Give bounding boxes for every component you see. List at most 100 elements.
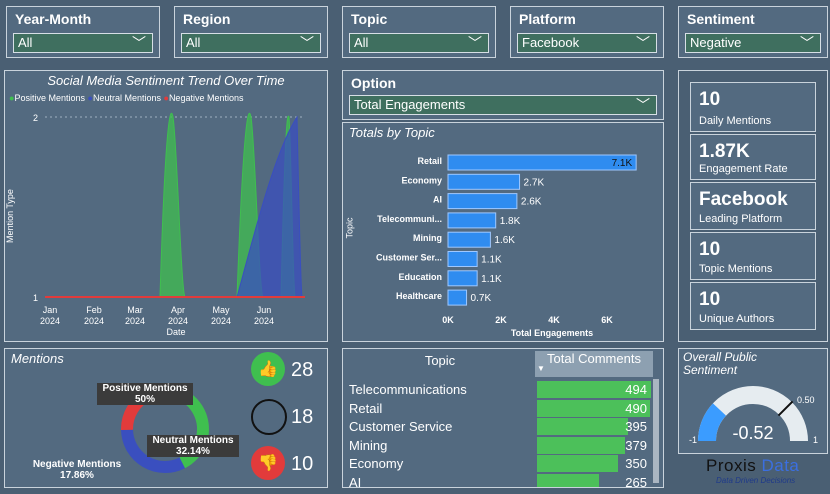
bar[interactable] (447, 212, 497, 229)
table-row[interactable]: AI 265 (347, 473, 651, 488)
kpi-value: Facebook (699, 189, 788, 210)
neutral-area (236, 115, 303, 298)
kpi-topic-mentions: 10 Topic Mentions (690, 232, 816, 280)
table-row[interactable]: Economy 350 (347, 455, 651, 473)
bar[interactable] (447, 289, 468, 306)
kpi-value: 10 (699, 239, 721, 260)
x-axis-label: Date (166, 327, 185, 337)
category-label: Retail (417, 156, 442, 166)
bar[interactable] (447, 231, 491, 248)
data-label: 7.1K (612, 158, 633, 169)
xtick-month: May (212, 305, 230, 315)
neutral-callout: Neutral Mentions 32.14% (147, 435, 239, 457)
option-dropdown[interactable]: Total Engagements ﹀ (349, 95, 657, 115)
slicer-topic: Topic All ﹀ (342, 6, 496, 58)
table-row[interactable]: Customer Service 395 (347, 418, 651, 436)
kpi-daily-mentions: 10 Daily Mentions (690, 82, 816, 132)
row-topic: Mining (349, 437, 388, 453)
dropdown-value: Negative (690, 35, 742, 50)
kpi-label: Daily Mentions (699, 115, 772, 127)
data-label: 1.1K (481, 274, 502, 285)
year-month-dropdown[interactable]: All ﹀ (13, 33, 153, 53)
platform-dropdown[interactable]: Facebook ﹀ (517, 33, 657, 53)
row-topic: Retail (349, 400, 383, 416)
chevron-down-icon: ﹀ (132, 35, 146, 51)
thumbs-up-icon: 👍 (251, 352, 285, 386)
bar[interactable] (447, 251, 478, 267)
bar[interactable] (447, 270, 478, 287)
value-bar (537, 455, 618, 472)
legend-dot-icon: ● (9, 93, 15, 103)
table-row[interactable]: Mining 379 (347, 436, 651, 455)
option-slicer: Option Total Engagements ﹀ (342, 70, 664, 120)
xtick-year: 2024 (40, 316, 60, 326)
row-value: 490 (625, 400, 647, 416)
category-label: Education (398, 272, 442, 282)
legend-neutral: Neutral Mentions (92, 93, 161, 103)
slicer-title: Year-Month (15, 11, 92, 27)
neutral-circle-icon (251, 399, 287, 435)
kpi-label: Topic Mentions (699, 263, 773, 275)
negative-label: Negative Mentions (32, 459, 122, 470)
mentions-title: Mentions (11, 351, 64, 366)
bar[interactable] (447, 173, 521, 190)
bar[interactable] (447, 193, 518, 210)
region-dropdown[interactable]: All ﹀ (181, 33, 321, 53)
comments-table: Topic Total Comments ▼ Telecommunications… (342, 348, 664, 488)
topic-dropdown[interactable]: All ﹀ (349, 33, 489, 53)
kpi-value: 10 (699, 289, 721, 310)
trend-title: Social Media Sentiment Trend Over Time (47, 73, 285, 88)
table-row[interactable]: Retail 490 (347, 399, 651, 418)
positive-area (159, 112, 186, 298)
kpi-leading-platform: Facebook Leading Platform (690, 182, 816, 230)
header-label: Total Comments (547, 351, 641, 366)
sentiment-trend-panel: Social Media Sentiment Trend Over Time ●… (4, 70, 328, 342)
xtick-month: Jan (43, 305, 58, 315)
value-bar (537, 381, 651, 398)
slicer-title: Option (351, 75, 397, 91)
bar-chart: Retail 7.1K Economy 2.7K AI 2.6K Telecommuni..… (376, 154, 637, 338)
col-header-topic[interactable]: Topic (424, 353, 456, 368)
chevron-down-icon: ﹀ (468, 35, 482, 51)
mentions-panel: Mentions Positive Mentions 50% Neutral Me… (4, 348, 328, 488)
brand-tagline: Data Driven Decisions (716, 476, 796, 485)
gauge-title: Overall Public Sentiment (683, 350, 758, 377)
negative-pct: 17.86% (60, 470, 94, 481)
ytick-label: 1 (33, 293, 38, 303)
ytick-label: 2 (33, 113, 38, 123)
table-scrollbar[interactable] (653, 379, 659, 483)
dropdown-value: All (18, 35, 33, 50)
xtick-month: Feb (86, 305, 102, 315)
xtick-label: 6K (601, 315, 613, 325)
slicer-title: Platform (519, 11, 576, 27)
sentiment-dropdown[interactable]: Negative ﹀ (685, 33, 821, 53)
positive-count: 28 (291, 359, 314, 381)
brand-name1: Proxis (706, 456, 757, 475)
chevron-down-icon: ﹀ (636, 97, 650, 113)
xtick-year: 2024 (125, 316, 145, 326)
bar[interactable] (447, 154, 637, 171)
donut-neutral[interactable] (121, 429, 185, 473)
brand-logo: Proxis Data (706, 456, 799, 476)
col-header-total-comments[interactable]: Total Comments ▼ (535, 351, 653, 377)
category-label: Mining (413, 233, 442, 243)
row-topic: AI (349, 474, 362, 488)
dropdown-value: Facebook (522, 35, 580, 50)
xtick-label: 0K (442, 315, 454, 325)
dropdown-value: Total Engagements (354, 97, 466, 112)
gauge-target: 0.50 (797, 395, 815, 405)
data-label: 2.6K (521, 197, 542, 208)
legend-dot-icon: ● (87, 93, 93, 103)
table-row[interactable]: Telecommunications 494 (347, 381, 651, 399)
gauge-target-marker (777, 400, 794, 417)
gauge-min: -1 (689, 435, 697, 445)
xtick-month: Mar (127, 305, 143, 315)
xtick-label: 4K (548, 315, 560, 325)
kpi-value: 1.87K (699, 141, 750, 162)
positive-callout: Positive Mentions 50% (97, 383, 193, 405)
xtick-month: Jun (257, 305, 272, 315)
data-label: 1.1K (481, 255, 502, 266)
xtick-year: 2024 (211, 316, 231, 326)
